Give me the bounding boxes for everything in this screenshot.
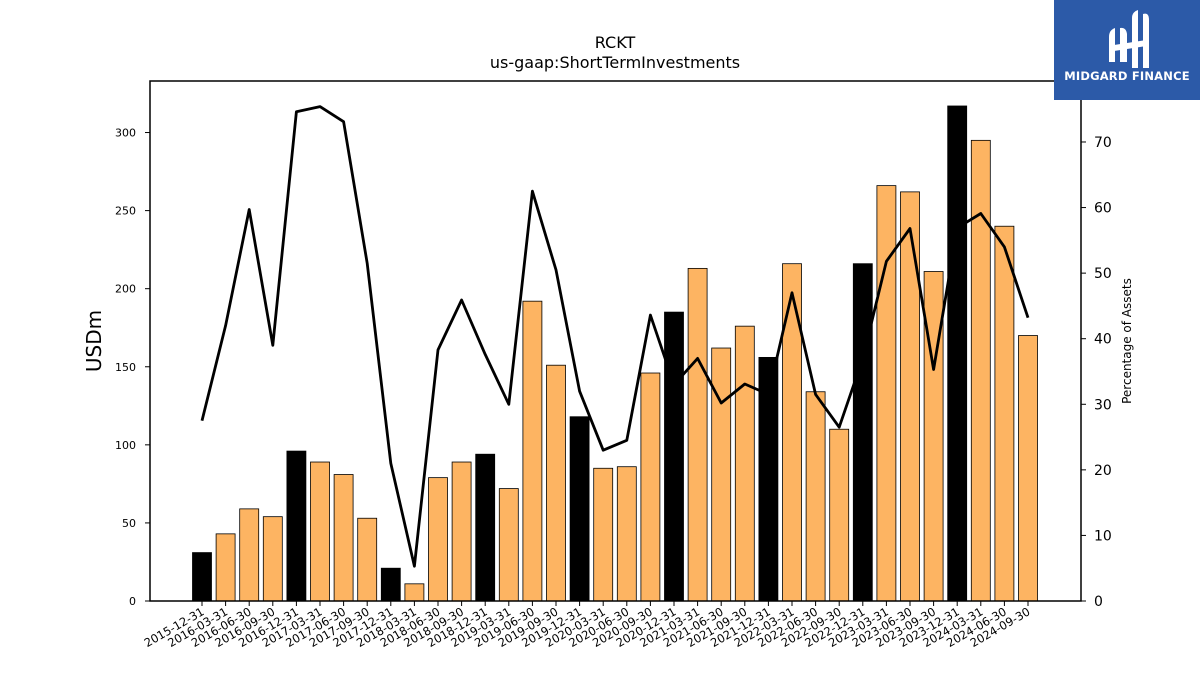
bar-2019-09-30: [546, 364, 566, 602]
chart-subtitle: us-gaap:ShortTermInvestments: [490, 53, 740, 72]
midgard-logo-icon: [1109, 10, 1149, 69]
bar-2023-03-31: [876, 185, 897, 602]
y-tick-label: 0: [129, 595, 136, 608]
bar-2017-09-30: [357, 517, 378, 602]
bar-2019-12-31: [569, 416, 590, 602]
bar-series: [192, 105, 1038, 602]
bar-2022-03-31: [782, 263, 802, 602]
bar-2016-12-31: [286, 450, 307, 602]
bar-2018-09-30: [451, 461, 472, 602]
y-tick-label: 150: [115, 361, 136, 374]
bar-2022-12-31: [852, 263, 873, 602]
bar-2015-12-31: [192, 552, 212, 602]
y2-tick-label: 60: [1094, 201, 1112, 217]
line-series-group: [200, 105, 1030, 568]
bar-2016-09-30: [262, 516, 283, 602]
bar-2023-09-30: [923, 271, 944, 602]
axes: [149, 80, 1082, 602]
y2-tick-label: 20: [1094, 463, 1112, 479]
x-ticks: 2015-12-312016-03-312016-06-302016-09-30…: [142, 601, 1033, 650]
plot-frame: [149, 80, 1082, 602]
y-ticks: 0 50 100 150 200 250 300: [115, 127, 150, 608]
bar-2023-12-31: [947, 105, 968, 602]
bar-2018-06-30: [428, 477, 448, 602]
bar-2024-03-31: [970, 139, 991, 602]
chart-title: RCKT: [595, 33, 636, 52]
y-tick-label: 200: [115, 283, 136, 296]
bar-2019-03-31: [498, 488, 519, 602]
bar-2021-09-30: [734, 325, 755, 602]
y2-ticks: 0 10 20 30 40 50 60 70: [1081, 135, 1112, 610]
y-tick-label: 100: [115, 439, 136, 452]
y2-tick-label: 0: [1094, 594, 1103, 610]
bar-2022-06-30: [805, 391, 826, 602]
y2-tick-label: 50: [1094, 266, 1112, 282]
y-axis-label: USDm: [82, 310, 106, 372]
bar-2018-12-31: [475, 453, 496, 602]
bar-2019-06-30: [522, 300, 543, 602]
bar-2020-06-30: [616, 466, 637, 602]
percentage-line: [200, 105, 1030, 568]
y2-tick-label: 10: [1094, 528, 1112, 544]
bar-2017-12-31: [380, 567, 401, 602]
y2-tick-label: 70: [1094, 135, 1112, 151]
logo-text: MIDGARD FINANCE: [1064, 69, 1190, 83]
bar-2020-09-30: [640, 372, 661, 602]
bar-2020-03-31: [593, 467, 614, 602]
bar-2018-03-31: [404, 583, 425, 602]
y-tick-label: 250: [115, 205, 136, 218]
bar-2020-12-31: [664, 311, 684, 602]
bar-2017-06-30: [333, 474, 354, 602]
bar-2024-09-30: [1018, 335, 1038, 602]
bar-2021-06-30: [711, 347, 732, 602]
y2-tick-label: 40: [1094, 332, 1112, 348]
y-tick-label: 50: [122, 517, 136, 530]
bar-2016-06-30: [239, 508, 260, 602]
y2-tick-label: 30: [1094, 397, 1112, 413]
y-tick-label: 300: [115, 127, 136, 140]
bar-2016-03-31: [215, 533, 236, 602]
midgard-finance-logo: MIDGARD FINANCE: [1054, 0, 1200, 100]
y2-axis-label: Percentage of Assets: [1120, 278, 1134, 404]
bar-2021-03-31: [687, 267, 708, 602]
bar-2023-06-30: [900, 191, 920, 602]
bar-2024-06-30: [994, 225, 1015, 602]
bar-2017-03-31: [310, 461, 330, 602]
bar-2022-09-30: [829, 428, 850, 602]
